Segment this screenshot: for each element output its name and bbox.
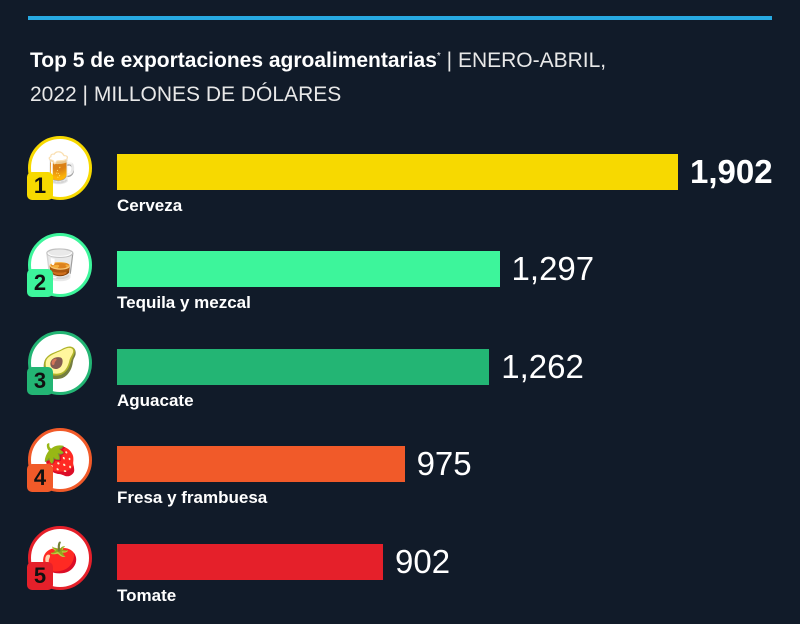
rank-badge: 2 (27, 269, 53, 297)
rank-badge: 1 (27, 172, 53, 200)
value-label: 1,262 (501, 348, 584, 385)
bar-row: 🍅 5 902 Tomate (0, 526, 800, 624)
value-label: 975 (416, 445, 472, 482)
title-main: Top 5 de exportaciones agroalimentarias (30, 49, 437, 72)
value-label: 1,902 (690, 153, 773, 190)
bar-row: 🍺 1 1,902 Cerveza (0, 136, 800, 234)
category-label: Tomate (117, 586, 177, 605)
category-label: Cerveza (117, 196, 183, 215)
value-label: 902 (395, 543, 451, 580)
subtitle-2: 2022 | MILLONES DE DÓLARES (30, 83, 342, 106)
category-label: Tequila y mezcal (117, 293, 251, 312)
rank-badge: 5 (27, 562, 53, 590)
value-label: 1,297 (511, 250, 595, 287)
bar (117, 154, 678, 190)
title-mark: * (436, 51, 441, 62)
category-label: Fresa y frambuesa (117, 488, 268, 507)
chart-title: Top 5 de exportaciones agroalimentarias*… (30, 40, 790, 112)
bar-row: 🍓 4 975 Fresa y frambuesa (0, 428, 800, 526)
bar (117, 349, 490, 385)
category-label: Aguacate (117, 391, 194, 410)
bar-row: 🥃 2 1,297 Tequila y mezcal (0, 233, 800, 331)
bar (117, 544, 384, 580)
rank-badge: 4 (27, 464, 53, 492)
bar (117, 446, 405, 482)
header-rule (28, 16, 772, 20)
bar (117, 251, 500, 287)
subtitle-1: | ENERO-ABRIL, (446, 49, 607, 72)
bar-row: 🥑 3 1,262 Aguacate (0, 331, 800, 429)
rank-badge: 3 (27, 367, 53, 395)
